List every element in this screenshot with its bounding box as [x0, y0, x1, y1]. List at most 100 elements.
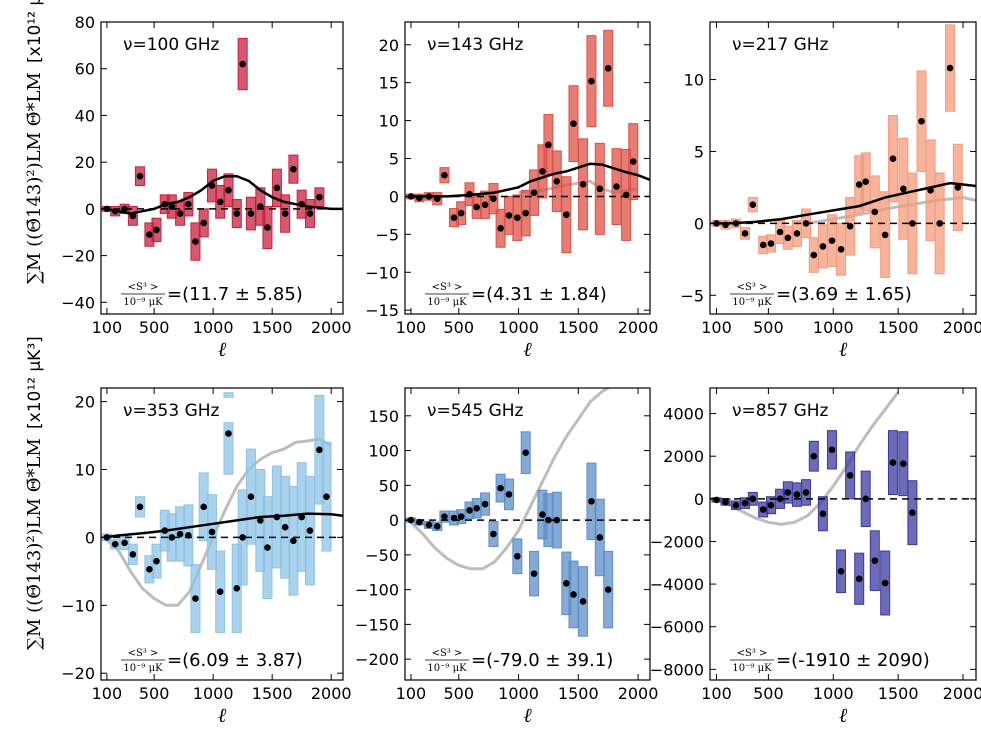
label-backing	[423, 32, 541, 56]
black-model-line	[408, 162, 650, 198]
data-point	[233, 210, 241, 217]
data-point	[185, 532, 192, 539]
data-point	[855, 575, 863, 583]
result-fraction-den: 10⁻⁹ μK	[427, 663, 467, 674]
result-fraction-num: <S³ >	[737, 282, 768, 293]
data-point	[416, 194, 423, 202]
result-fraction-num: <S³ >	[128, 648, 159, 659]
data-point	[306, 210, 314, 217]
y-tick-label: −200	[355, 650, 399, 669]
result-value: =(3.69 ± 1.65)	[776, 284, 912, 305]
x-tick-label: 2000	[311, 318, 352, 337]
frequency-label: ν=143 GHz	[427, 35, 524, 55]
data-point	[306, 527, 314, 534]
y-axis-unit: [x10¹² μK³]	[25, 336, 45, 429]
x-tick-label: 1500	[878, 318, 919, 337]
data-point	[208, 182, 216, 189]
result-fraction-den: 10⁻⁹ μK	[732, 663, 772, 674]
x-tick-label: 1500	[252, 318, 293, 337]
data-point	[545, 141, 552, 149]
data-point	[936, 220, 943, 227]
axes-frame	[100, 21, 344, 315]
result-fraction-num: <S³ >	[737, 648, 768, 659]
data-point	[810, 452, 818, 460]
data-point	[871, 208, 879, 216]
data-point	[200, 503, 208, 511]
y-tick-label: −8000	[650, 660, 704, 679]
data-point	[146, 566, 153, 573]
x-tick-label: 100	[92, 318, 123, 337]
data-point	[855, 181, 863, 188]
y-tick-label: 0	[389, 511, 399, 530]
y-axis-label-group: ∑M ((Θ̄143)²)LM Θ̄*LM [x10¹² μK³]	[24, 336, 45, 650]
y-tick-label: 20	[75, 393, 95, 412]
data-point	[497, 224, 504, 232]
data-point	[298, 200, 305, 208]
frequency-label: ν=545 GHz	[427, 401, 524, 421]
y-tick-label: 150	[368, 407, 399, 426]
data-point	[298, 513, 305, 521]
x-tick-label: 1500	[878, 684, 919, 703]
y-tick-label: −10	[61, 596, 95, 615]
x-tick-label: 2000	[311, 684, 352, 703]
data-point	[450, 514, 458, 522]
data-point	[713, 220, 720, 227]
data-point	[290, 165, 297, 173]
data-point	[749, 201, 757, 208]
data-point	[793, 230, 801, 237]
y-tick-label: 0	[694, 214, 704, 233]
x-tick-label: 2000	[618, 318, 659, 337]
frequency-label: ν=217 GHz	[732, 35, 829, 55]
data-point	[749, 495, 757, 503]
x-tick-label: 500	[139, 318, 170, 337]
y-tick-label: −5	[375, 225, 399, 244]
data-point	[819, 243, 827, 250]
y-tick-label: 20	[75, 153, 95, 172]
data-point	[900, 460, 907, 467]
data-point	[425, 193, 433, 200]
y-tick-label: 5	[694, 142, 704, 161]
plot-area	[405, 29, 650, 254]
y-axis-label: ∑M ((Θ̄143)²)LM Θ̄*LM	[24, 438, 45, 650]
data-point	[136, 503, 144, 511]
y-tick-label: 0	[694, 490, 704, 509]
axes-frame	[404, 21, 651, 315]
y-tick-label: 0	[389, 187, 399, 206]
y-tick-label: −50	[365, 546, 399, 565]
data-point	[767, 240, 775, 247]
data-point	[497, 484, 504, 492]
y-tick-label: −2000	[650, 532, 704, 551]
data-point	[239, 534, 246, 541]
x-tick-label: 1000	[193, 684, 234, 703]
data-point	[918, 117, 925, 125]
x-tick-label: 2000	[943, 318, 981, 337]
y-tick-label: −4000	[650, 575, 704, 594]
y-tick-label: −5	[680, 286, 704, 305]
data-point	[416, 518, 423, 526]
data-point	[257, 517, 264, 524]
data-point	[713, 496, 720, 504]
frequency-label: ν=857 GHz	[732, 401, 829, 421]
label-backing	[728, 32, 846, 56]
y-tick-label: −150	[355, 615, 399, 634]
y-tick-label: 15	[379, 74, 399, 93]
axes-frame	[404, 387, 651, 681]
label-backing	[119, 32, 237, 56]
data-point	[208, 528, 216, 536]
data-point	[570, 591, 577, 598]
data-point	[450, 214, 458, 221]
data-point	[522, 449, 530, 456]
result-backing	[726, 278, 940, 308]
data-point	[539, 168, 546, 175]
data-point	[490, 195, 497, 203]
result-backing	[421, 278, 635, 308]
y-tick-label: 80	[75, 13, 95, 32]
data-point	[153, 226, 160, 234]
x-tick-label: 500	[139, 684, 170, 703]
data-point	[613, 183, 620, 190]
data-point	[810, 251, 818, 259]
chart-panel: 100 500 1000 1500 2000 −20 −10 0 10 20 ℓ ν=353 GHz <…	[61, 387, 352, 727]
data-point	[473, 504, 481, 512]
frequency-label: ν=353 GHz	[123, 401, 220, 421]
data-point	[466, 190, 473, 198]
